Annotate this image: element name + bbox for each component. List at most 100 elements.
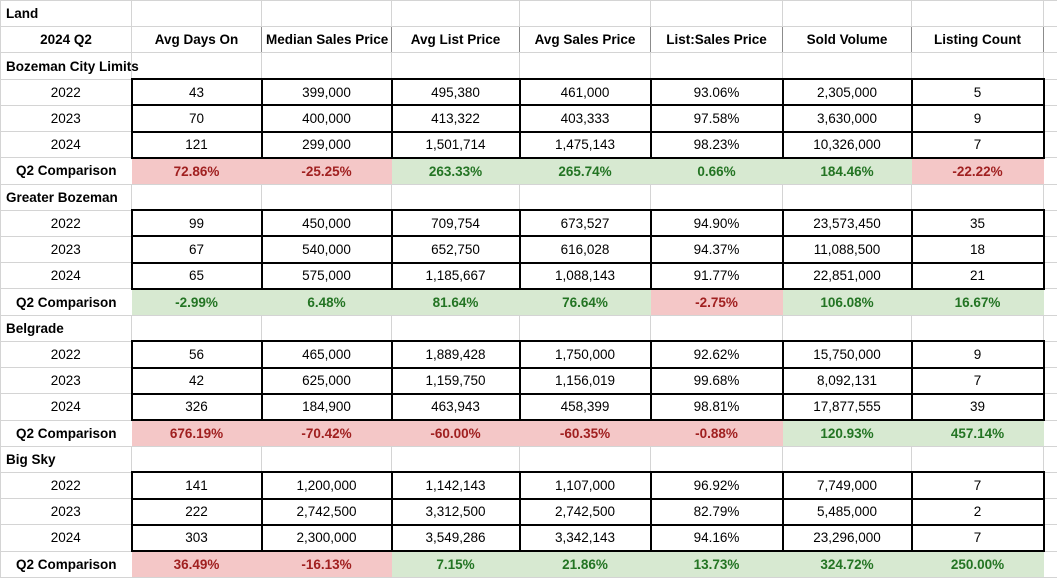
spacer-cell[interactable] (1043, 131, 1057, 159)
value-cell[interactable]: 99 (130, 209, 263, 238)
empty-cell[interactable] (261, 445, 392, 473)
spacer-cell[interactable] (1043, 340, 1057, 369)
value-cell[interactable]: 7 (910, 366, 1045, 395)
empty-cell[interactable] (261, 52, 392, 80)
value-cell[interactable]: 1,750,000 (518, 340, 652, 369)
value-cell[interactable]: 625,000 (260, 366, 393, 395)
empty-cell[interactable] (519, 183, 651, 211)
value-cell[interactable]: 11,088,500 (781, 235, 913, 264)
value-cell[interactable]: 2,742,500 (518, 497, 652, 526)
spacer-cell[interactable] (1043, 314, 1057, 342)
comparison-label-cell[interactable]: Q2 Comparison (0, 157, 132, 185)
spacer-cell[interactable] (1043, 262, 1057, 290)
year-label-cell[interactable]: 2023 (0, 235, 132, 264)
empty-cell[interactable] (519, 52, 651, 80)
empty-cell[interactable] (650, 314, 783, 342)
value-cell[interactable]: 82.79% (649, 497, 784, 526)
value-cell[interactable]: 2,305,000 (781, 78, 913, 107)
spacer-cell[interactable] (1043, 209, 1057, 237)
comparison-value-cell[interactable]: -60.35% (519, 420, 651, 447)
column-header-cell[interactable]: Sold Volume (782, 26, 912, 54)
comparison-value-cell[interactable]: -70.42% (261, 420, 392, 447)
value-cell[interactable]: 8,092,131 (781, 366, 913, 395)
comparison-value-cell[interactable]: 106.08% (782, 288, 912, 316)
value-cell[interactable]: 709,754 (390, 209, 521, 238)
comparison-value-cell[interactable]: 0.66% (650, 157, 783, 185)
empty-cell[interactable] (650, 0, 783, 28)
value-cell[interactable]: 3,312,500 (390, 497, 521, 526)
year-label-cell[interactable]: 2024 (0, 524, 132, 552)
value-cell[interactable]: 97.58% (649, 104, 784, 133)
year-label-cell[interactable]: 2023 (0, 367, 132, 395)
empty-cell[interactable] (131, 0, 262, 28)
value-cell[interactable]: 23,573,450 (781, 209, 913, 238)
empty-cell[interactable] (391, 183, 520, 211)
year-label-cell[interactable]: 2022 (0, 471, 132, 500)
value-cell[interactable]: 399,000 (260, 78, 393, 107)
empty-cell[interactable] (391, 52, 520, 80)
value-cell[interactable]: 18 (910, 235, 1045, 264)
section-header-cell[interactable]: Bozeman City Limits (0, 52, 139, 80)
empty-cell[interactable] (261, 314, 392, 342)
value-cell[interactable]: 99.68% (649, 366, 784, 395)
value-cell[interactable]: 3,549,286 (390, 523, 521, 553)
value-cell[interactable]: 43 (130, 78, 263, 107)
spacer-cell[interactable] (1043, 288, 1057, 316)
year-label-cell[interactable]: 2023 (0, 104, 132, 133)
spacer-cell[interactable] (1043, 104, 1057, 133)
value-cell[interactable]: 652,750 (390, 235, 521, 264)
spacer-cell[interactable] (1043, 471, 1057, 500)
empty-cell[interactable] (782, 314, 912, 342)
empty-cell[interactable] (131, 52, 262, 80)
value-cell[interactable]: 22,851,000 (781, 261, 913, 290)
spacer-cell[interactable] (1043, 183, 1057, 211)
spacer-cell[interactable] (1043, 235, 1057, 264)
comparison-value-cell[interactable]: 250.00% (911, 551, 1044, 578)
empty-cell[interactable] (782, 52, 912, 80)
empty-cell[interactable] (782, 183, 912, 211)
value-cell[interactable]: 56 (130, 340, 263, 369)
column-header-cell[interactable]: Avg Days On (131, 26, 262, 54)
value-cell[interactable]: 184,900 (260, 392, 393, 422)
spacer-cell[interactable] (1043, 445, 1057, 473)
comparison-value-cell[interactable]: 72.86% (131, 157, 262, 185)
value-cell[interactable]: 1,159,750 (390, 366, 521, 395)
value-cell[interactable]: 98.23% (649, 130, 784, 159)
comparison-value-cell[interactable]: 36.49% (131, 551, 262, 578)
comparison-value-cell[interactable]: -60.00% (391, 420, 520, 447)
value-cell[interactable]: 616,028 (518, 235, 652, 264)
value-cell[interactable]: 93.06% (649, 78, 784, 107)
comparison-value-cell[interactable]: -25.25% (261, 157, 392, 185)
value-cell[interactable]: 673,527 (518, 209, 652, 238)
empty-cell[interactable] (131, 183, 262, 211)
value-cell[interactable]: 96.92% (649, 471, 784, 500)
value-cell[interactable]: 42 (130, 366, 263, 395)
spacer-cell[interactable] (1043, 367, 1057, 395)
value-cell[interactable]: 92.62% (649, 340, 784, 369)
empty-cell[interactable] (261, 183, 392, 211)
column-header-cell[interactable]: Median Sales Price (261, 26, 392, 54)
value-cell[interactable]: 65 (130, 261, 263, 290)
comparison-value-cell[interactable]: 6.48% (261, 288, 392, 316)
empty-cell[interactable] (782, 0, 912, 28)
value-cell[interactable]: 1,475,143 (518, 130, 652, 159)
comparison-value-cell[interactable]: -22.22% (911, 157, 1044, 185)
comparison-value-cell[interactable]: 265.74% (519, 157, 651, 185)
value-cell[interactable]: 2,742,500 (260, 497, 393, 526)
value-cell[interactable]: 1,107,000 (518, 471, 652, 500)
value-cell[interactable]: 10,326,000 (781, 130, 913, 159)
value-cell[interactable]: 1,088,143 (518, 261, 652, 290)
comparison-value-cell[interactable]: 324.72% (782, 551, 912, 578)
empty-cell[interactable] (911, 52, 1044, 80)
value-cell[interactable]: 222 (130, 497, 263, 526)
value-cell[interactable]: 94.37% (649, 235, 784, 264)
value-cell[interactable]: 3,630,000 (781, 104, 913, 133)
spacer-cell[interactable] (1043, 524, 1057, 552)
value-cell[interactable]: 121 (130, 130, 263, 159)
value-cell[interactable]: 1,501,714 (390, 130, 521, 159)
value-cell[interactable]: 575,000 (260, 261, 393, 290)
value-cell[interactable]: 413,322 (390, 104, 521, 133)
year-label-cell[interactable]: 2024 (0, 393, 132, 421)
spacer-cell[interactable] (1043, 498, 1057, 526)
value-cell[interactable]: 98.81% (649, 392, 784, 422)
